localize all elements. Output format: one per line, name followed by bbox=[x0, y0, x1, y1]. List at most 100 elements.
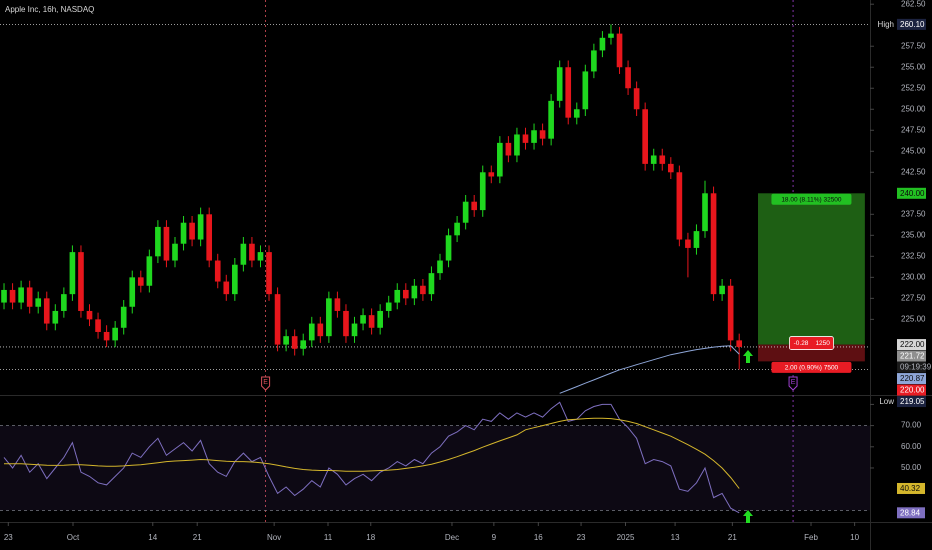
stop-label-bg bbox=[771, 361, 852, 373]
event-marker-label: E bbox=[791, 379, 796, 386]
candle-body bbox=[291, 336, 298, 349]
y-tick-label: 255.00 bbox=[901, 62, 926, 71]
candle-body bbox=[266, 252, 272, 295]
rsi-y-tick-label: 50.00 bbox=[901, 463, 922, 472]
price-label-tag: Low bbox=[879, 397, 894, 406]
candle-body bbox=[479, 172, 486, 211]
candle-body bbox=[531, 130, 537, 143]
x-tick-label: 14 bbox=[148, 533, 157, 542]
price-label-box bbox=[897, 373, 926, 385]
candle-body bbox=[599, 37, 606, 51]
candle-body bbox=[454, 222, 460, 236]
stop-label: 2.00 (0.90%) 7500 bbox=[785, 365, 839, 372]
x-tick-label: 18 bbox=[366, 533, 375, 542]
price-label: 260.10 bbox=[900, 20, 925, 29]
candle-body bbox=[411, 285, 418, 299]
rsi-value-label: 28.84 bbox=[900, 508, 921, 517]
candle-body bbox=[180, 222, 187, 244]
candle-body bbox=[223, 281, 230, 295]
x-tick-label: 9 bbox=[492, 533, 497, 542]
candle-body bbox=[573, 109, 580, 118]
candle-body bbox=[445, 235, 452, 261]
candle-body bbox=[608, 33, 614, 38]
x-tick-label: 11 bbox=[324, 533, 333, 542]
y-tick-label: 245.00 bbox=[901, 146, 926, 155]
candle-body bbox=[43, 298, 50, 324]
price-label-box bbox=[897, 187, 926, 199]
candle-body bbox=[300, 340, 307, 349]
candle-body bbox=[702, 193, 708, 232]
candle-body bbox=[163, 226, 170, 261]
candle-body bbox=[240, 243, 247, 265]
y-tick-label: 262.50 bbox=[901, 0, 926, 8]
candle-body bbox=[35, 298, 42, 307]
y-tick-label: 250.00 bbox=[901, 104, 926, 113]
x-tick-label: 21 bbox=[728, 533, 737, 542]
candle-body bbox=[334, 298, 341, 311]
x-tick-label: Dec bbox=[445, 533, 459, 542]
candle-body bbox=[582, 71, 589, 110]
candle-body bbox=[676, 172, 683, 240]
candle-body bbox=[326, 298, 332, 337]
candle-body bbox=[556, 67, 563, 101]
y-tick-label: 230.00 bbox=[901, 272, 926, 281]
event-marker-label: E bbox=[263, 379, 268, 386]
candle-body bbox=[667, 163, 674, 173]
candle-body bbox=[155, 226, 161, 257]
x-tick-label: 16 bbox=[534, 533, 543, 542]
candle-body bbox=[539, 130, 546, 139]
candle-body bbox=[488, 172, 495, 177]
candle-body bbox=[308, 323, 315, 341]
candle-body bbox=[385, 302, 392, 311]
candle-body bbox=[514, 134, 520, 156]
candle-body bbox=[616, 33, 623, 68]
candle-body bbox=[642, 109, 648, 164]
open-pnl-bg bbox=[789, 336, 834, 350]
candle-body bbox=[1, 289, 7, 303]
price-label-box bbox=[897, 384, 926, 396]
x-tick-label: 10 bbox=[850, 533, 859, 542]
candle-body bbox=[377, 310, 383, 328]
price-label: 222.00 bbox=[900, 340, 925, 349]
y-tick-label: 235.00 bbox=[901, 230, 926, 239]
candle-body bbox=[86, 310, 93, 320]
price-label-tag: High bbox=[878, 20, 894, 29]
y-tick-label: 247.50 bbox=[901, 125, 926, 134]
candle-body bbox=[719, 285, 725, 295]
candle-body bbox=[497, 142, 503, 177]
y-tick-label: 257.50 bbox=[901, 41, 926, 50]
buy-signal-arrow bbox=[743, 510, 753, 523]
rsi-band bbox=[0, 425, 870, 511]
rsi-value-label: 40.32 bbox=[900, 484, 921, 493]
candle-body bbox=[462, 201, 469, 223]
price-label-box bbox=[897, 339, 926, 351]
position-qty: 1250 bbox=[815, 340, 830, 347]
candle-body bbox=[249, 243, 255, 261]
price-label-box bbox=[897, 350, 926, 362]
candle-body bbox=[189, 222, 195, 240]
price-label: 220.87 bbox=[900, 374, 925, 383]
candle-body bbox=[52, 310, 59, 324]
candle-body bbox=[710, 193, 717, 295]
x-tick-label: 23 bbox=[4, 533, 13, 542]
x-tick-label: 13 bbox=[671, 533, 680, 542]
candle-body bbox=[437, 260, 443, 274]
candle-body bbox=[112, 327, 118, 341]
candle-body bbox=[659, 155, 666, 164]
y-tick-label: 252.50 bbox=[901, 83, 926, 92]
x-tick-label: Oct bbox=[67, 533, 80, 542]
countdown-box bbox=[897, 361, 926, 373]
candle-body bbox=[206, 214, 213, 261]
candle-body bbox=[548, 100, 554, 139]
candle-body bbox=[522, 134, 529, 143]
y-tick-label: 232.50 bbox=[901, 251, 926, 260]
price-label-box bbox=[897, 18, 926, 30]
candle-body bbox=[18, 287, 24, 303]
candle-body bbox=[727, 285, 734, 341]
candle-body bbox=[137, 277, 144, 286]
candle-body bbox=[505, 142, 512, 156]
candle-body bbox=[360, 315, 366, 324]
candle-body bbox=[402, 289, 409, 299]
price-label-box bbox=[897, 396, 926, 408]
candle-body bbox=[274, 294, 281, 345]
